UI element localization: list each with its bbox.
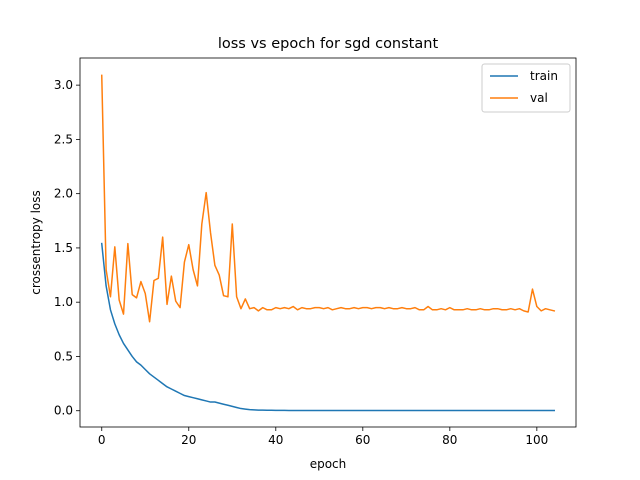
y-tick-label: 2.5 xyxy=(54,132,73,146)
x-axis-label: epoch xyxy=(310,457,347,471)
y-tick-label: 1.5 xyxy=(54,241,73,255)
x-tick-label: 60 xyxy=(355,433,370,447)
x-tick-label: 0 xyxy=(98,433,106,447)
x-tick-label: 80 xyxy=(442,433,457,447)
y-tick-label: 3.0 xyxy=(54,78,73,92)
x-tick-label: 40 xyxy=(268,433,283,447)
x-axis-ticks: 0 20 40 60 80 100 xyxy=(98,427,548,447)
legend-label-train: train xyxy=(530,69,558,83)
y-tick-label: 0.5 xyxy=(54,349,73,363)
y-axis-ticks: 0.0 0.5 1.0 1.5 2.0 2.5 3.0 xyxy=(54,78,80,418)
series-line-val xyxy=(100,74,556,323)
y-tick-label: 2.0 xyxy=(54,187,73,201)
chart-title: loss vs epoch for sgd constant xyxy=(218,36,439,52)
y-axis-label: crossentropy loss xyxy=(29,190,43,295)
x-tick-label: 20 xyxy=(181,433,196,447)
plot-area xyxy=(80,58,576,427)
axes-frame xyxy=(79,57,577,428)
legend-label-val: val xyxy=(530,91,548,105)
legend: train val xyxy=(481,63,571,113)
series-line-train xyxy=(100,242,555,412)
y-tick-label: 0.0 xyxy=(54,404,73,418)
x-tick-label: 100 xyxy=(525,433,548,447)
series-layer xyxy=(100,74,556,412)
y-tick-label: 1.0 xyxy=(54,295,73,309)
